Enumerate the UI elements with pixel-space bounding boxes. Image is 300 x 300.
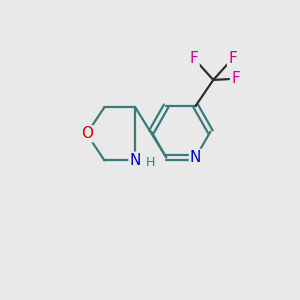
- Text: H: H: [146, 156, 155, 169]
- Text: O: O: [81, 126, 93, 141]
- Text: F: F: [190, 51, 199, 66]
- Text: F: F: [231, 71, 240, 86]
- Text: F: F: [228, 51, 237, 66]
- Text: N: N: [130, 153, 141, 168]
- Text: N: N: [190, 150, 201, 165]
